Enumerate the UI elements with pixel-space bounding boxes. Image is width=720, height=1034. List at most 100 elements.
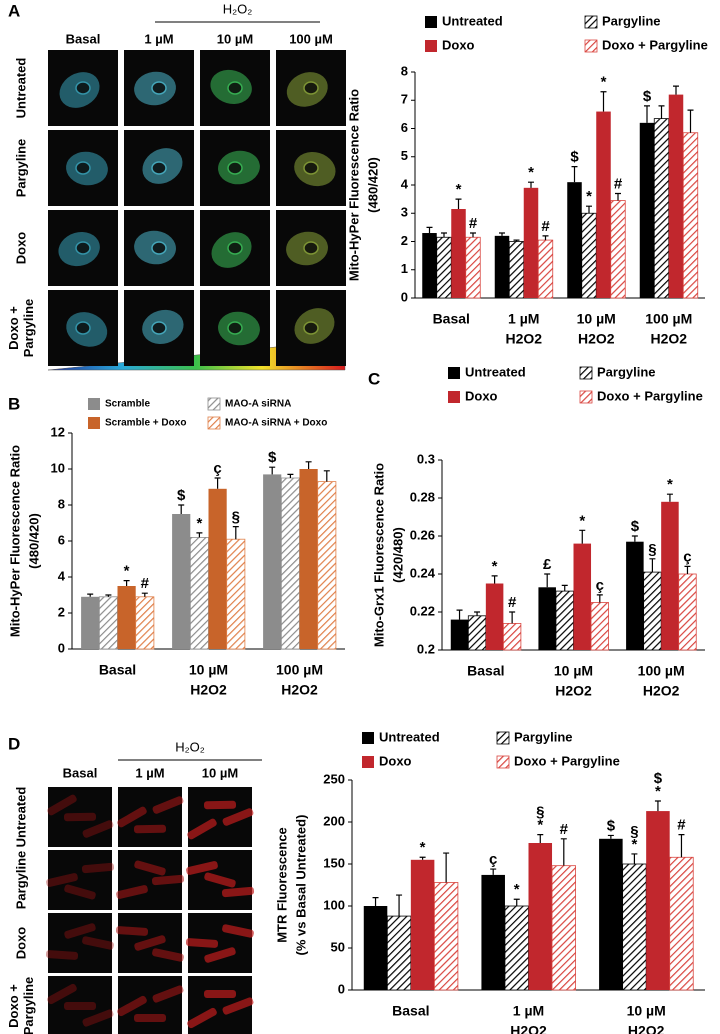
cell-nucleus <box>303 241 319 255</box>
error-bar <box>631 535 638 542</box>
significance-mark: * <box>124 563 130 580</box>
significance-mark: * <box>537 817 543 834</box>
bar <box>538 587 556 650</box>
legend-label: Untreated <box>442 13 503 28</box>
error-bar <box>474 611 481 616</box>
column-label: 1 µM <box>144 31 173 46</box>
legend-swatch <box>579 390 593 404</box>
error-bar <box>287 473 294 478</box>
significance-mark: # <box>141 575 150 592</box>
error-bar <box>687 109 694 133</box>
significance-mark: * <box>586 188 592 205</box>
bar <box>551 865 576 991</box>
error-bar <box>678 834 685 858</box>
legend-swatch <box>425 16 437 28</box>
significance-mark: $ <box>268 449 277 466</box>
bar <box>567 182 582 298</box>
cell-nucleus <box>303 161 319 175</box>
significance-mark: ç <box>596 577 604 594</box>
error-bar <box>509 611 516 624</box>
bar <box>98 596 118 650</box>
bar <box>280 477 300 650</box>
legend-swatch <box>584 15 598 29</box>
legend-label: Doxo + Pargyline <box>514 753 620 768</box>
y-tick-label: 0.2 <box>417 641 435 656</box>
legend-swatch <box>88 417 100 429</box>
myocyte <box>203 800 237 810</box>
significance-mark: ç <box>213 460 221 477</box>
y-tick-label: 3 <box>401 205 408 220</box>
myocyte <box>82 936 114 950</box>
legend-label: Pargyline <box>602 13 661 28</box>
bar <box>678 573 697 651</box>
bar <box>599 838 623 990</box>
y-tick-label: 7 <box>401 92 408 107</box>
bar <box>573 543 592 650</box>
cell-nucleus <box>227 241 243 255</box>
x-tick-label: H2O2 <box>510 1023 547 1034</box>
bar <box>422 233 437 298</box>
y-tick-label: 5 <box>401 148 408 163</box>
significance-mark: § <box>648 541 656 558</box>
error-bar <box>649 558 656 573</box>
legend-label: Doxo <box>465 388 498 403</box>
cell-nucleus <box>75 321 91 335</box>
significance-mark: # <box>677 817 686 834</box>
myocyte <box>204 947 236 963</box>
significance-mark: # <box>614 175 623 192</box>
y-axis-label: Mito-HyPer Fluorescence Ratio <box>346 89 361 281</box>
y-tick-label: 0 <box>58 640 65 655</box>
bar <box>626 541 644 650</box>
bar <box>172 514 191 649</box>
bar <box>537 239 554 299</box>
error-bar <box>323 470 330 482</box>
myocyte <box>82 1009 114 1027</box>
legend-swatch <box>496 731 510 745</box>
error-bar <box>513 239 520 242</box>
error-bar <box>542 235 549 241</box>
bar <box>226 538 246 650</box>
myocyte <box>81 862 115 874</box>
error-bar <box>443 852 450 883</box>
myocyte <box>64 884 96 900</box>
bar <box>661 501 679 650</box>
significance-mark: # <box>541 218 550 235</box>
myocyte <box>45 950 79 960</box>
x-tick-label: H2O2 <box>190 682 227 698</box>
error-bar <box>579 529 586 544</box>
error-bar <box>644 105 650 123</box>
significance-mark: ç <box>489 851 497 868</box>
legend-swatch <box>579 366 593 380</box>
error-bar <box>456 609 463 620</box>
error-bar <box>537 834 544 843</box>
myocyte <box>204 990 236 998</box>
row-label: Untreated <box>13 58 28 119</box>
bar <box>135 596 155 650</box>
x-tick-label: Basal <box>467 663 504 679</box>
legend-swatch <box>362 756 374 768</box>
error-bar <box>673 85 679 95</box>
bar <box>189 537 209 650</box>
bar <box>528 843 553 990</box>
legend-swatch <box>496 755 510 769</box>
y-tick-label: 4 <box>58 568 66 583</box>
bar <box>363 906 388 990</box>
y-tick-label: 0 <box>401 289 408 304</box>
error-bar <box>232 526 239 540</box>
myocyte <box>187 818 217 840</box>
cell-nucleus <box>151 241 167 255</box>
x-tick-label: H2O2 <box>578 331 615 347</box>
error-bar <box>214 477 221 489</box>
row-label: Untreated <box>13 787 28 848</box>
x-tick-label: Basal <box>392 1003 429 1019</box>
bar <box>436 236 452 299</box>
myocyte <box>64 923 96 939</box>
myocyte <box>185 938 219 948</box>
column-label: Basal <box>66 31 101 46</box>
bar <box>386 915 412 991</box>
significance-mark: * <box>420 839 426 856</box>
y-axis-label: MTR Fluorescence <box>274 827 289 943</box>
error-bar <box>305 461 312 469</box>
error-bar <box>561 584 568 592</box>
myocyte <box>152 796 184 814</box>
